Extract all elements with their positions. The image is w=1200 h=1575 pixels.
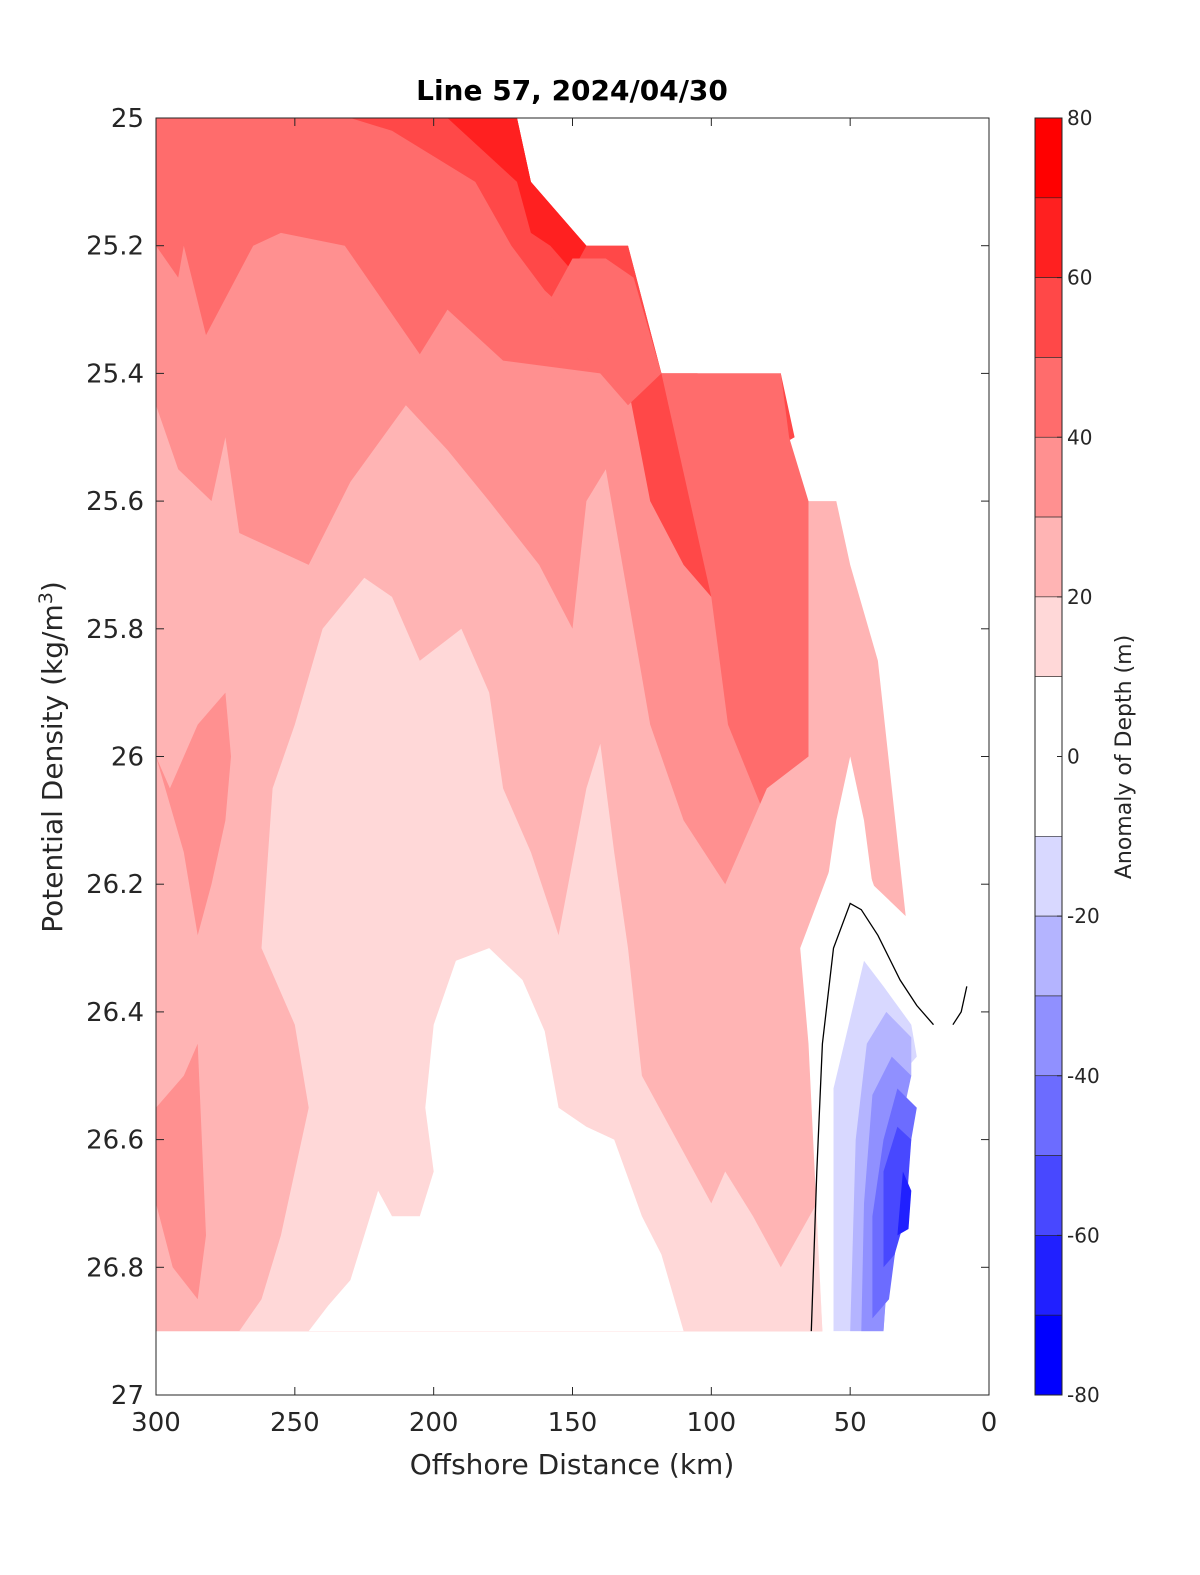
colorbar-band-30_40 xyxy=(1034,436,1063,518)
x-tick-label: 100 xyxy=(687,1408,737,1438)
colorbar-band-m40_m30 xyxy=(1034,995,1063,1077)
colorbar-tick-label: -40 xyxy=(1067,1064,1100,1088)
contour-region-40_50-1 xyxy=(156,118,795,578)
y-axis-label-main: Potential Density (kg/m xyxy=(36,604,69,933)
contour-region-40_50-5 xyxy=(544,258,809,885)
y-tick-label: 27 xyxy=(111,1381,144,1411)
colorbar-tick-label: -60 xyxy=(1067,1223,1100,1247)
colorbar-band-m50_m40 xyxy=(1034,1075,1063,1156)
zero-contour-line-1 xyxy=(952,986,968,1026)
x-tick-label: 200 xyxy=(409,1408,459,1438)
colorbar-band-60_70 xyxy=(1034,197,1063,278)
colorbar-band-10_20 xyxy=(1034,596,1063,677)
colorbar-band-m70_m60 xyxy=(1034,1235,1063,1316)
y-tick-label: 25.8 xyxy=(86,615,144,645)
colorbar-tick-label: -20 xyxy=(1067,904,1100,928)
contour-region-m10_10-12 xyxy=(308,833,928,1332)
contour-region-m60_m50-18 xyxy=(883,1126,912,1268)
colorbar-label: Anomaly of Depth (m) xyxy=(1112,635,1137,879)
plot-area xyxy=(155,117,990,1396)
x-tick-label: 150 xyxy=(548,1408,598,1438)
colorbar-band-50_60 xyxy=(1034,277,1063,358)
y-axis-label: Potential Density (kg/m3) xyxy=(35,581,69,933)
y-tick-label: 25.6 xyxy=(86,487,144,517)
colorbar-tick-label: 40 xyxy=(1067,425,1092,449)
y-tick-label: 26.6 xyxy=(86,1126,144,1156)
x-tick-label: 0 xyxy=(981,1408,998,1438)
colorbar-tick-label: 0 xyxy=(1067,745,1080,769)
colorbar-band-40_50 xyxy=(1034,357,1063,438)
contour-region-m10_10-13 xyxy=(308,948,684,1332)
x-tick-label: 250 xyxy=(270,1408,320,1438)
y-tick-label: 25.2 xyxy=(86,232,144,262)
zero-contour-line-0 xyxy=(810,902,934,1332)
colorbar-tick-label: 60 xyxy=(1067,266,1092,290)
y-tick-label: 26.2 xyxy=(86,870,144,900)
x-axis: 300 250 200 150 100 50 0 xyxy=(131,118,997,1438)
colorbar-band-m60_m50 xyxy=(1034,1155,1063,1236)
colorbar-band-m20_m10 xyxy=(1034,836,1063,917)
y-axis: 25 25.2 25.4 25.6 25.8 26 26.2 26.4 26.6 26.8 27 xyxy=(86,104,989,1411)
colorbar-band-20_30 xyxy=(1034,516,1063,598)
colorbar-band-m80_m70 xyxy=(1034,1314,1063,1396)
colorbar-band-m30_m20 xyxy=(1034,915,1063,997)
y-tick-label: 26 xyxy=(111,743,144,773)
colorbar-band-70_80 xyxy=(1034,117,1063,199)
x-axis-label: Offshore Distance (km) xyxy=(410,1448,735,1481)
contour-region-10_20-10 xyxy=(239,577,823,1332)
y-tick-label: 25 xyxy=(111,104,144,134)
colorbar: 80 60 40 20 0 -20 -40 -60 -80 Anomaly of Depth (… xyxy=(1034,106,1137,1407)
contour-region-60_70-3 xyxy=(447,118,587,272)
y-axis-label-superscript: 3 xyxy=(35,592,57,604)
colorbar-tick-label: -80 xyxy=(1067,1383,1100,1407)
x-tick-label: 300 xyxy=(131,1408,181,1438)
contour-region-30_40-8 xyxy=(156,1043,206,1300)
y-tick-label: 25.4 xyxy=(86,359,144,389)
contour-fills xyxy=(156,118,928,1332)
colorbar-tick-label: 80 xyxy=(1067,106,1092,130)
contour-region-m70_m60-19 xyxy=(897,1171,912,1236)
x-tick-label: 50 xyxy=(834,1408,867,1438)
chart-title: Line 57, 2024/04/30 xyxy=(416,74,728,107)
colorbar-tick-label: 20 xyxy=(1067,585,1092,609)
y-axis-label-close: ) xyxy=(36,581,69,592)
contour-region-30_40-9 xyxy=(156,692,231,936)
zero-contour-lines xyxy=(810,902,968,1332)
y-tick-label: 26.4 xyxy=(86,998,144,1028)
y-tick-label: 26.8 xyxy=(86,1253,144,1283)
colorbar-ticks: 80 60 40 20 0 -20 -40 -60 -80 xyxy=(1057,106,1100,1407)
contour-region-50_60-2 xyxy=(350,118,795,597)
